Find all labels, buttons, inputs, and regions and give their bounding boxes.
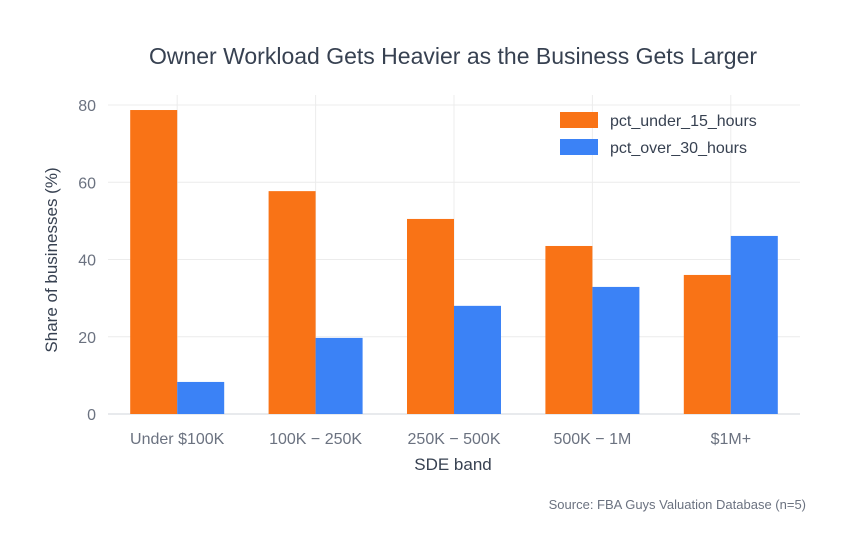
bar-pct_over_30_hours — [454, 305, 501, 414]
x-axis-label: SDE band — [414, 455, 492, 474]
bar-pct_over_30_hours — [315, 337, 363, 414]
x-tick-label: Under $100K — [130, 431, 225, 448]
chart-title: Owner Workload Gets Heavier as the Busin… — [149, 43, 757, 69]
y-tick-label: 60 — [78, 175, 96, 192]
y-axis-label: Share of businesses (%) — [42, 167, 61, 352]
legend-label: pct_under_15_hours — [610, 113, 757, 130]
bar-pct_under_15_hours — [407, 218, 454, 414]
bar-pct_over_30_hours — [730, 235, 778, 414]
bar-pct_under_15_hours — [683, 274, 731, 414]
x-tick-label: $1M+ — [711, 431, 751, 448]
y-tick-label: 0 — [87, 407, 96, 424]
y-tick-label: 80 — [78, 98, 96, 115]
bar-pct_over_30_hours — [592, 286, 640, 414]
bar-pct_under_15_hours — [130, 110, 178, 415]
x-tick-label: 250K − 500K — [408, 431, 501, 448]
legend-swatch — [560, 139, 598, 155]
source-note: Source: FBA Guys Valuation Database (n=5… — [549, 497, 806, 512]
x-tick-label: 100K − 250K — [269, 431, 362, 448]
y-tick-label: 20 — [78, 330, 96, 347]
bar-pct_under_15_hours — [268, 191, 316, 414]
bar-pct_under_15_hours — [545, 245, 593, 414]
bar-pct_over_30_hours — [177, 381, 225, 414]
legend-swatch — [560, 112, 598, 128]
y-tick-label: 40 — [78, 253, 96, 270]
legend-label: pct_over_30_hours — [610, 140, 747, 157]
x-tick-label: 500K − 1M — [553, 431, 631, 448]
